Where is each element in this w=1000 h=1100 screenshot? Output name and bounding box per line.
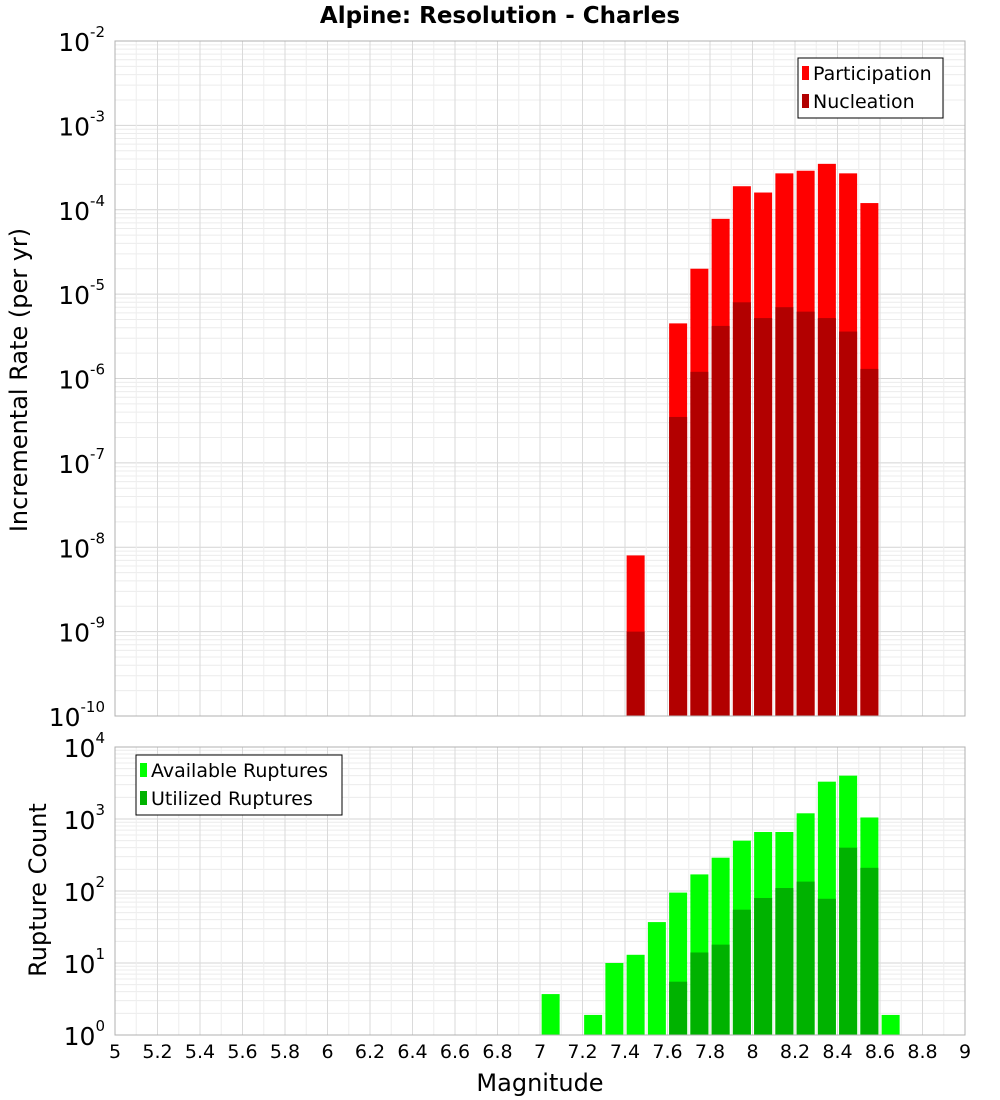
bottom-legend-label: Utilized Ruptures (151, 788, 313, 810)
bottom-bar (796, 881, 815, 1035)
bottom-bar (647, 922, 666, 1035)
bottom-bar (690, 952, 709, 1035)
top-legend-swatch (802, 94, 809, 108)
bottom-y-tick-label: 101 (64, 945, 105, 979)
bottom-bar (732, 909, 751, 1035)
x-tick-label: 7.8 (695, 1041, 725, 1063)
top-y-tick-label: 10-8 (58, 529, 105, 563)
chart-title: Alpine: Resolution - Charles (320, 3, 680, 29)
x-tick-label: 5.2 (142, 1041, 172, 1063)
bottom-bar (541, 994, 560, 1035)
top-bar (817, 318, 836, 716)
top-y-tick-label: 10-3 (58, 107, 105, 141)
x-tick-label: 8.8 (907, 1041, 937, 1063)
bottom-bar (860, 867, 879, 1035)
x-axis-label: Magnitude (476, 1069, 603, 1097)
top-legend-label: Nucleation (813, 91, 915, 113)
x-tick-label: 7.6 (652, 1041, 682, 1063)
top-bar (711, 325, 730, 716)
bottom-legend-swatch (140, 763, 147, 777)
bottom-bar (817, 898, 836, 1035)
top-bar (669, 416, 688, 716)
top-legend: Participation Nucleation (797, 57, 944, 119)
bottom-legend-label: Available Ruptures (151, 760, 328, 782)
x-tick-label: 6.4 (397, 1041, 427, 1063)
top-bar (860, 368, 879, 716)
x-tick-label: 6.2 (355, 1041, 385, 1063)
x-tick-label: 8.6 (865, 1041, 895, 1063)
x-tick-label: 5 (109, 1041, 121, 1063)
top-bar (732, 302, 751, 716)
bottom-bar (711, 944, 730, 1035)
x-tick-label: 5.8 (270, 1041, 300, 1063)
x-tick-label: 6.8 (482, 1041, 512, 1063)
bottom-plot-border (114, 746, 966, 1036)
x-tick-label: 6.6 (440, 1041, 470, 1063)
top-legend-label: Participation (813, 63, 932, 85)
bottom-y-tick-label: 103 (64, 801, 105, 835)
top-bar (754, 318, 773, 716)
top-legend-swatch (802, 66, 809, 80)
bottom-legend-swatch (140, 791, 147, 805)
x-tick-label: 8 (746, 1041, 758, 1063)
top-bar (839, 331, 858, 716)
top-plot-border (114, 40, 966, 717)
bottom-bar (605, 963, 624, 1035)
x-tick-label: 7.4 (610, 1041, 640, 1063)
bottom-y-tick-label: 104 (64, 729, 105, 763)
bottom-y-axis-label: Rupture Count (24, 803, 52, 977)
bottom-y-tick-label: 100 (64, 1017, 105, 1051)
bottom-bar (584, 1014, 603, 1035)
top-bar (796, 311, 815, 716)
bottom-y-tick-label: 102 (64, 873, 105, 907)
top-grid (114, 41, 966, 717)
top-y-tick-label: 10-4 (58, 192, 105, 226)
top-legend-box (797, 57, 944, 119)
x-tick-label: 5.6 (227, 1041, 257, 1063)
bottom-bar (754, 897, 773, 1035)
top-y-tick-label: 10-10 (49, 698, 105, 732)
x-tick-label: 9 (959, 1041, 971, 1063)
bottom-bar (839, 847, 858, 1035)
x-tick-label: 7 (534, 1041, 546, 1063)
top-bar (775, 307, 794, 716)
x-tick-label: 8.2 (780, 1041, 810, 1063)
bottom-bar (881, 1014, 900, 1035)
bottom-series-utilized-ruptures (669, 847, 879, 1035)
bottom-legend-box (135, 754, 343, 816)
x-tick-label: 8.4 (822, 1041, 852, 1063)
top-series-nucleation (626, 302, 879, 716)
top-y-tick-label: 10-2 (58, 23, 105, 57)
top-bar (690, 371, 709, 716)
bottom-bar (775, 888, 794, 1035)
top-y-tick-label: 10-9 (58, 614, 105, 648)
top-y-tick-label: 10-6 (58, 361, 105, 395)
bottom-bar (626, 954, 645, 1035)
top-y-tick-label: 10-7 (58, 445, 105, 479)
x-tick-label: 5.4 (185, 1041, 215, 1063)
top-bar (626, 631, 645, 716)
top-y-tick-label: 10-5 (58, 276, 105, 310)
top-y-axis-label: Incremental Rate (per yr) (5, 228, 33, 532)
x-tick-label: 6 (321, 1041, 333, 1063)
bottom-legend: Available Ruptures Utilized Ruptures (135, 754, 343, 816)
bottom-bar (669, 981, 688, 1035)
x-tick-label: 7.2 (567, 1041, 597, 1063)
